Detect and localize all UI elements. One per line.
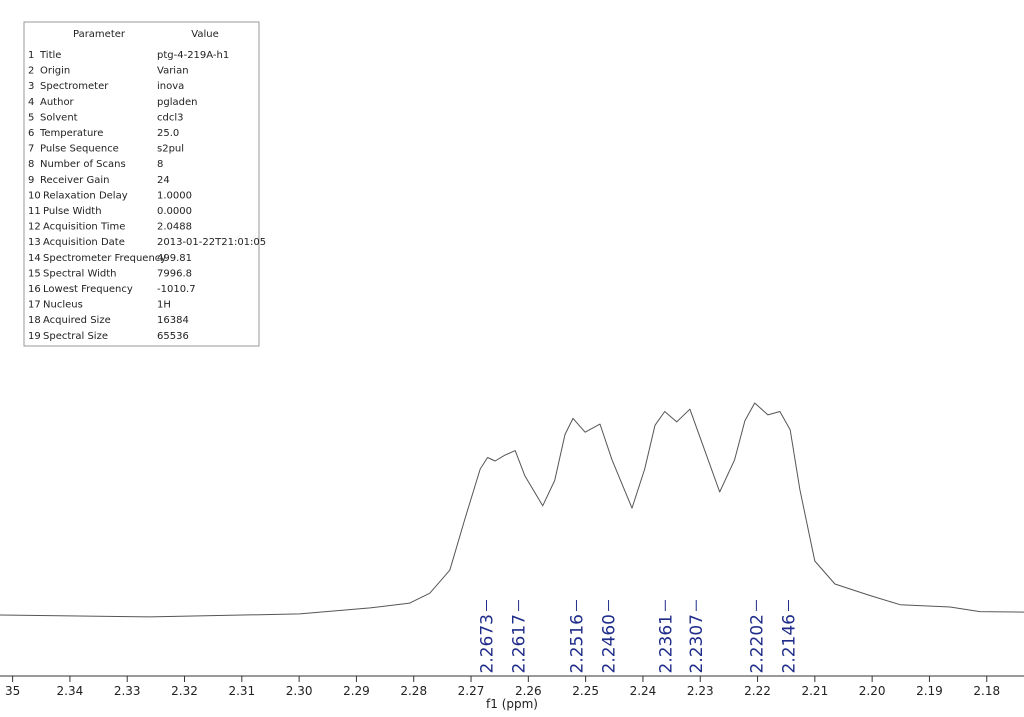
row-value: Varian <box>157 66 189 77</box>
row-parameter: Relaxation Delay <box>43 190 128 201</box>
row-parameter: Acquired Size <box>43 315 111 326</box>
table-header: Parameter <box>73 29 126 40</box>
row-parameter: Number of Scans <box>40 159 126 170</box>
row-number: 5 <box>28 112 34 123</box>
row-number: 8 <box>28 159 34 170</box>
row-value: 1.0000 <box>157 190 192 201</box>
row-value: inova <box>157 81 184 92</box>
row-parameter: Temperature <box>39 128 103 139</box>
x-tick-label: 2.23 <box>687 684 714 698</box>
x-tick-label: 2.25 <box>572 684 599 698</box>
x-axis-label: f1 (ppm) <box>486 697 538 711</box>
row-number: 17 <box>28 300 41 311</box>
row-parameter: Nucleus <box>43 300 83 311</box>
x-tick-label: 2.24 <box>630 684 657 698</box>
row-value: 0.0000 <box>157 206 192 217</box>
x-tick-label: 2.28 <box>400 684 427 698</box>
row-parameter: Author <box>40 97 75 108</box>
row-value: 1H <box>157 300 171 311</box>
peak-label: 2.2460 <box>600 614 620 673</box>
row-number: 13 <box>28 237 41 248</box>
row-value: 2.0488 <box>157 222 192 233</box>
row-value: 16384 <box>157 315 189 326</box>
x-tick-label: 2.26 <box>515 684 542 698</box>
row-value: ptg-4-219A-h1 <box>157 50 229 61</box>
row-parameter: Spectrometer Frequency <box>43 253 166 264</box>
x-tick-label: 2.21 <box>801 684 828 698</box>
row-number: 9 <box>28 175 34 186</box>
row-value: 65536 <box>157 331 189 342</box>
parameter-table: Parameter Value 1 Title ptg-4-219A-h1 2 Orig… <box>23 21 266 347</box>
spectrum-line <box>0 402 1024 618</box>
x-tick-label: 2.29 <box>343 684 370 698</box>
x-tick-label: 2.30 <box>286 684 313 698</box>
row-number: 3 <box>28 81 34 92</box>
row-value: 24 <box>157 175 170 186</box>
x-tick-label: 2.22 <box>744 684 771 698</box>
row-parameter: Solvent <box>40 112 78 123</box>
x-tick-label: 2.27 <box>458 684 485 698</box>
peak-label: 2.2202 <box>747 614 767 673</box>
row-parameter: Acquisition Date <box>43 237 125 248</box>
row-number: 12 <box>28 222 41 233</box>
row-value: cdcl3 <box>157 112 183 123</box>
row-parameter: Spectral Width <box>43 268 117 279</box>
row-value: 7996.8 <box>157 268 192 279</box>
row-parameter: Acquisition Time <box>43 222 125 233</box>
row-parameter: Receiver Gain <box>40 175 109 186</box>
table-frame <box>23 21 260 347</box>
x-tick-label: 35 <box>5 684 20 698</box>
row-value: 25.0 <box>157 128 179 139</box>
x-tick-label: 2.34 <box>57 684 84 698</box>
peak-label: 2.2617 <box>510 614 530 673</box>
row-number: 10 <box>28 190 41 201</box>
row-parameter: Lowest Frequency <box>43 284 133 295</box>
row-number: 11 <box>28 206 41 217</box>
row-value: 8 <box>157 159 163 170</box>
row-value: -1010.7 <box>157 284 196 295</box>
peak-label: 2.2146 <box>779 614 799 673</box>
row-number: 4 <box>28 97 34 108</box>
row-number: 6 <box>28 128 34 139</box>
row-number: 14 <box>28 253 41 264</box>
row-value: pgladen <box>157 97 197 108</box>
x-tick-label: 2.33 <box>114 684 141 698</box>
peak-label: 2.2361 <box>656 614 676 673</box>
peak-label: 2.2307 <box>687 614 707 673</box>
row-parameter: Pulse Sequence <box>40 144 119 155</box>
x-tick-label: 2.32 <box>171 684 198 698</box>
row-parameter: Origin <box>40 66 70 77</box>
peak-label: 2.2673 <box>478 614 498 673</box>
row-value: 499.81 <box>157 253 192 264</box>
peak-label: 2.2516 <box>567 614 587 673</box>
row-number: 18 <box>28 315 41 326</box>
row-number: 15 <box>28 268 41 279</box>
row-parameter: Spectral Size <box>43 331 108 342</box>
table-header: Value <box>191 29 218 40</box>
row-number: 7 <box>28 144 34 155</box>
x-tick-label: 2.20 <box>859 684 886 698</box>
x-tick-label: 2.19 <box>916 684 943 698</box>
row-parameter: Title <box>39 50 61 61</box>
row-value: s2pul <box>157 144 184 155</box>
row-parameter: Pulse Width <box>43 206 102 217</box>
x-tick-label: 2.18 <box>973 684 1000 698</box>
row-number: 19 <box>28 331 41 342</box>
row-value: 2013-01-22T21:01:05 <box>157 237 266 248</box>
row-number: 1 <box>28 50 34 61</box>
row-number: 2 <box>28 66 34 77</box>
x-tick-label: 2.31 <box>228 684 255 698</box>
row-parameter: Spectrometer <box>40 81 109 92</box>
row-number: 16 <box>28 284 41 295</box>
